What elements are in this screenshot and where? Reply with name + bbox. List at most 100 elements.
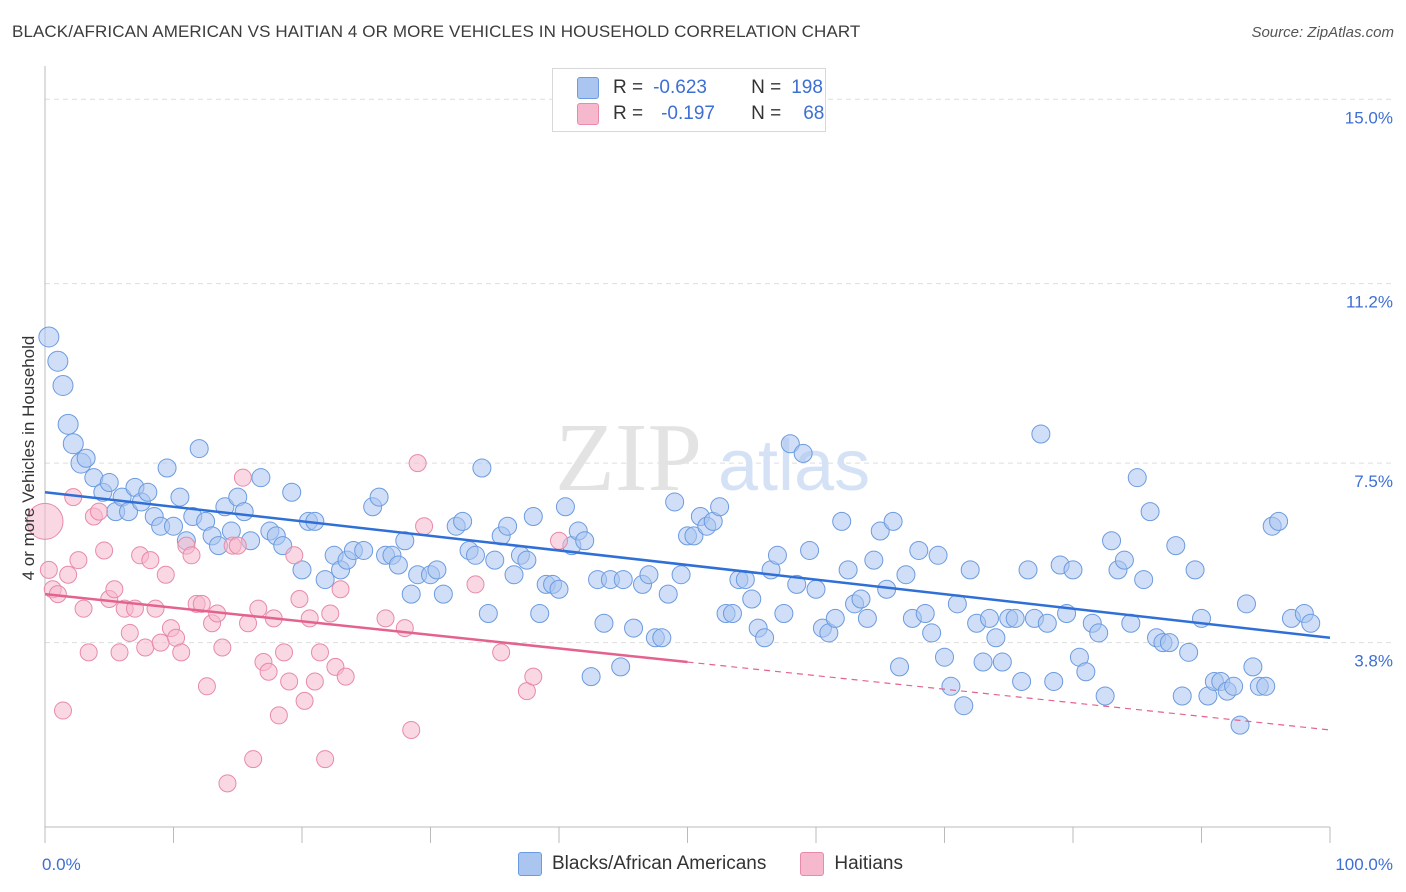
point-blacks — [1127, 468, 1147, 488]
series-legend: Blacks/African Americans Haitians — [518, 852, 937, 876]
legend-n-value: 68 — [803, 103, 825, 124]
point-blacks — [1044, 671, 1064, 691]
chart-title: BLACK/AFRICAN AMERICAN VS HAITIAN 4 OR M… — [12, 22, 861, 41]
point-haitians — [402, 720, 421, 739]
axes — [44, 66, 1331, 843]
point-blacks — [1185, 560, 1205, 580]
point-blacks — [825, 608, 845, 628]
point-haitians — [74, 599, 93, 618]
legend-r-value: -0.623 — [653, 77, 707, 98]
point-blacks — [498, 516, 518, 536]
point-blacks — [594, 613, 614, 633]
point-blacks — [922, 623, 942, 643]
point-haitians — [218, 774, 237, 793]
legend-row-blacks: R = -0.623 N = 198 — [577, 75, 823, 101]
point-blacks — [870, 521, 890, 541]
point-haitians — [233, 468, 252, 487]
y-tick-label: 3.8% — [1354, 652, 1393, 671]
legend-n-label: N = — [751, 103, 782, 124]
y-tick-label: 7.5% — [1354, 472, 1393, 491]
correlation-legend: R = -0.623 N = 198 R = -0.197 N = 68 — [552, 68, 826, 132]
source-label: Source: ZipAtlas.com — [1251, 24, 1394, 41]
point-blacks — [1166, 536, 1186, 556]
point-blacks — [1076, 662, 1096, 682]
point-blacks — [1005, 608, 1025, 628]
point-blacks — [755, 628, 775, 648]
point-haitians — [275, 643, 294, 662]
point-blacks — [832, 511, 852, 531]
point-blacks — [1179, 642, 1199, 662]
point-blacks — [710, 497, 730, 517]
point-blacks — [611, 657, 631, 677]
series-legend-item-blacks[interactable]: Blacks/African Americans — [518, 852, 766, 876]
point-haitians — [110, 643, 129, 662]
point-blacks — [138, 482, 158, 502]
point-blacks — [1140, 502, 1160, 522]
point-blacks — [935, 647, 954, 667]
point-blacks — [530, 604, 550, 624]
point-haitians — [182, 546, 201, 565]
legend-n-label: N = — [751, 77, 782, 98]
point-haitians — [228, 536, 247, 555]
point-blacks — [485, 550, 505, 570]
point-blacks — [292, 560, 312, 580]
point-blacks — [99, 473, 119, 493]
point-haitians — [197, 677, 216, 696]
point-blacks — [575, 531, 595, 551]
point-haitians — [300, 609, 319, 628]
point-blacks — [472, 458, 492, 478]
point-haitians — [310, 643, 329, 662]
point-blacks — [851, 589, 871, 609]
legend-swatch-blue — [577, 77, 599, 99]
point-blacks — [684, 526, 704, 546]
point-blacks — [523, 506, 543, 526]
point-blacks — [1172, 686, 1192, 706]
point-blacks — [979, 608, 999, 628]
point-haitians — [285, 546, 304, 565]
point-blacks — [401, 584, 421, 604]
point-blacks — [251, 468, 271, 488]
point-blacks — [780, 434, 800, 454]
point-blacks — [369, 487, 389, 507]
point-blacks — [170, 487, 190, 507]
point-blacks — [1236, 594, 1256, 614]
legend-swatch-pink — [800, 852, 825, 876]
legend-swatch-blue — [518, 852, 542, 876]
point-haitians — [550, 531, 568, 550]
legend-r-label: R = — [613, 77, 644, 98]
point-blacks — [1243, 657, 1263, 677]
point-blacks — [928, 545, 948, 565]
point-blacks — [890, 657, 910, 677]
point-haitians — [213, 638, 232, 657]
point-blacks — [774, 604, 794, 624]
point-blacks — [189, 439, 209, 459]
trend-lines — [44, 490, 1331, 731]
point-blacks — [38, 326, 60, 348]
series-legend-label: Haitians — [834, 853, 904, 874]
point-blacks — [742, 589, 762, 609]
trend-line-haitians-extension — [687, 661, 1331, 731]
point-blacks — [857, 608, 877, 628]
legend-r-label: R = — [613, 103, 644, 124]
y-tick-label: 15.0% — [1345, 108, 1393, 127]
point-blacks — [973, 652, 993, 672]
point-blacks — [1012, 671, 1032, 691]
point-blacks — [47, 350, 69, 372]
point-haitians — [466, 575, 485, 594]
point-blacks — [941, 676, 961, 696]
y-axis-label: 4 or more Vehicles in Household — [19, 335, 38, 581]
point-haitians — [26, 502, 64, 540]
point-haitians — [79, 643, 98, 662]
point-blacks — [555, 497, 575, 517]
point-blacks — [504, 565, 524, 585]
point-haitians — [280, 672, 299, 691]
point-blacks — [1063, 560, 1083, 580]
point-blacks — [722, 604, 742, 624]
point-blacks — [164, 516, 183, 536]
series-legend-label: Blacks/African Americans — [552, 853, 767, 874]
point-blacks — [992, 652, 1012, 672]
series-legend-item-haitians[interactable]: Haitians — [800, 852, 903, 876]
legend-swatch-pink — [577, 103, 599, 125]
point-blacks — [57, 413, 79, 435]
